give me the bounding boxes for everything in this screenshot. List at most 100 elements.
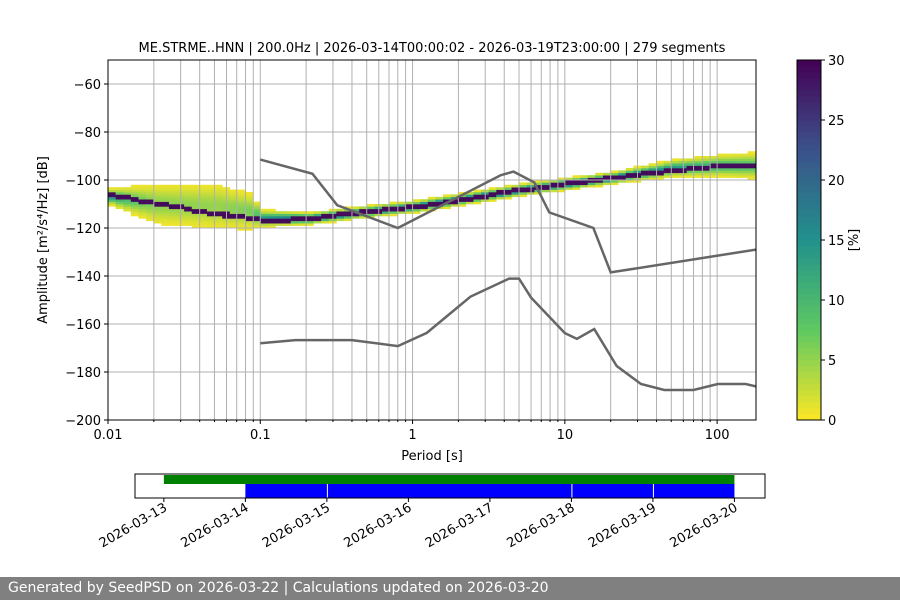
- pdf-cell: [397, 208, 406, 212]
- pdf-cell: [542, 187, 550, 190]
- pdf-cell: [458, 196, 467, 200]
- pdf-cell: [199, 189, 208, 193]
- pdf-cell: [161, 211, 170, 214]
- pdf-cell: [473, 192, 482, 195]
- pdf-cell: [153, 196, 162, 200]
- pdf-cell: [724, 170, 733, 174]
- pdf-cell: [252, 223, 261, 226]
- colorbar-segment: [797, 396, 821, 403]
- colorbar-segment: [797, 228, 821, 235]
- pdf-cell: [587, 184, 596, 188]
- pdf-cell: [488, 196, 497, 200]
- timeline-tick-label: 2026-03-17: [423, 500, 496, 551]
- pdf-cell: [290, 216, 299, 219]
- pdf-cell: [161, 194, 170, 198]
- pdf-cell: [686, 163, 695, 166]
- pdf-cell: [648, 170, 657, 174]
- colorbar-segment: [797, 174, 821, 181]
- pdf-cell: [618, 175, 627, 178]
- pdf-cell: [465, 199, 474, 202]
- pdf-cell: [671, 172, 680, 176]
- pdf-cell: [237, 196, 246, 200]
- pdf-cell: [184, 204, 193, 207]
- pdf-cell: [321, 220, 330, 224]
- pdf-cell: [336, 218, 345, 222]
- pdf-cell: [206, 220, 215, 224]
- colorbar-segment: [797, 96, 821, 103]
- pdf-cell: [549, 184, 558, 188]
- pdf-cell: [138, 216, 147, 219]
- pdf-cell: [168, 196, 177, 200]
- pdf-cell: [252, 213, 261, 217]
- pdf-cell: [206, 225, 215, 229]
- pdf-cell: [724, 175, 733, 178]
- pdf-cell: [153, 201, 162, 205]
- pdf-cell: [153, 211, 162, 214]
- pdf-cell: [450, 201, 459, 205]
- pdf-cell: [542, 182, 550, 186]
- pdf-cell: [237, 225, 246, 229]
- pdf-cell: [747, 163, 756, 166]
- used-data-bar: [327, 484, 572, 498]
- pdf-cell: [214, 225, 223, 229]
- pdf-cell: [701, 158, 710, 162]
- y-tick-label: −160: [65, 318, 101, 333]
- pdf-cell: [161, 201, 170, 205]
- pdf-cell: [161, 208, 170, 212]
- noise-model-nhnm: [259, 158, 756, 274]
- pdf-cell: [199, 206, 208, 210]
- timeline-tick-label: 2026-03-19: [586, 500, 659, 551]
- pdf-cell: [305, 220, 314, 224]
- pdf-cell: [108, 187, 116, 190]
- pdf-cell: [245, 208, 253, 212]
- pdf-cell: [709, 168, 718, 171]
- pdf-cell: [245, 204, 253, 207]
- pdf-cell: [229, 194, 238, 198]
- pdf-cell: [130, 201, 139, 205]
- pdf-cell: [503, 189, 512, 193]
- pdf-cell: [336, 213, 345, 217]
- pdf-cell: [290, 220, 299, 224]
- pdf-cell: [739, 165, 748, 169]
- pdf-cell: [214, 194, 223, 198]
- pdf-cell: [283, 213, 292, 217]
- pdf-cell: [420, 201, 429, 205]
- pdf-cell: [602, 175, 611, 178]
- pdf-cell: [747, 177, 756, 181]
- pdf-cell: [229, 218, 238, 222]
- pdf-cell: [412, 206, 421, 210]
- pdf-cell: [123, 199, 132, 202]
- pdf-cell: [686, 165, 695, 169]
- pdf-cell: [389, 208, 398, 212]
- pdf-cell: [191, 187, 200, 190]
- colorbar-segment: [797, 216, 821, 223]
- pdf-cell: [557, 187, 566, 190]
- pdf-cell: [245, 206, 253, 210]
- colorbar-segment: [797, 264, 821, 271]
- pdf-cell: [252, 201, 261, 205]
- pdf-cell: [701, 168, 710, 171]
- pdf-cell: [717, 158, 726, 162]
- pdf-cell: [184, 184, 193, 188]
- pdf-cell: [443, 194, 451, 198]
- pdf-cell: [610, 180, 619, 183]
- pdf-cell: [191, 213, 200, 217]
- pdf-cell: [123, 189, 132, 193]
- pdf-cell: [336, 216, 345, 219]
- pdf-cell: [138, 213, 147, 217]
- pdf-cell: [206, 196, 215, 200]
- pdf-cell: [275, 213, 284, 217]
- pdf-cell: [694, 168, 703, 171]
- colorbar-segment: [797, 90, 821, 97]
- pdf-cell: [519, 187, 528, 190]
- pdf-cell: [252, 204, 261, 207]
- pdf-cell: [214, 187, 223, 190]
- pdf-cell: [199, 201, 208, 205]
- colorbar-segment: [797, 348, 821, 355]
- pdf-cell: [648, 177, 657, 181]
- pdf-cell: [153, 208, 162, 212]
- pdf-cell: [199, 223, 208, 226]
- pdf-cell: [724, 158, 733, 162]
- pdf-cell: [168, 192, 177, 195]
- pdf-cell: [184, 218, 193, 222]
